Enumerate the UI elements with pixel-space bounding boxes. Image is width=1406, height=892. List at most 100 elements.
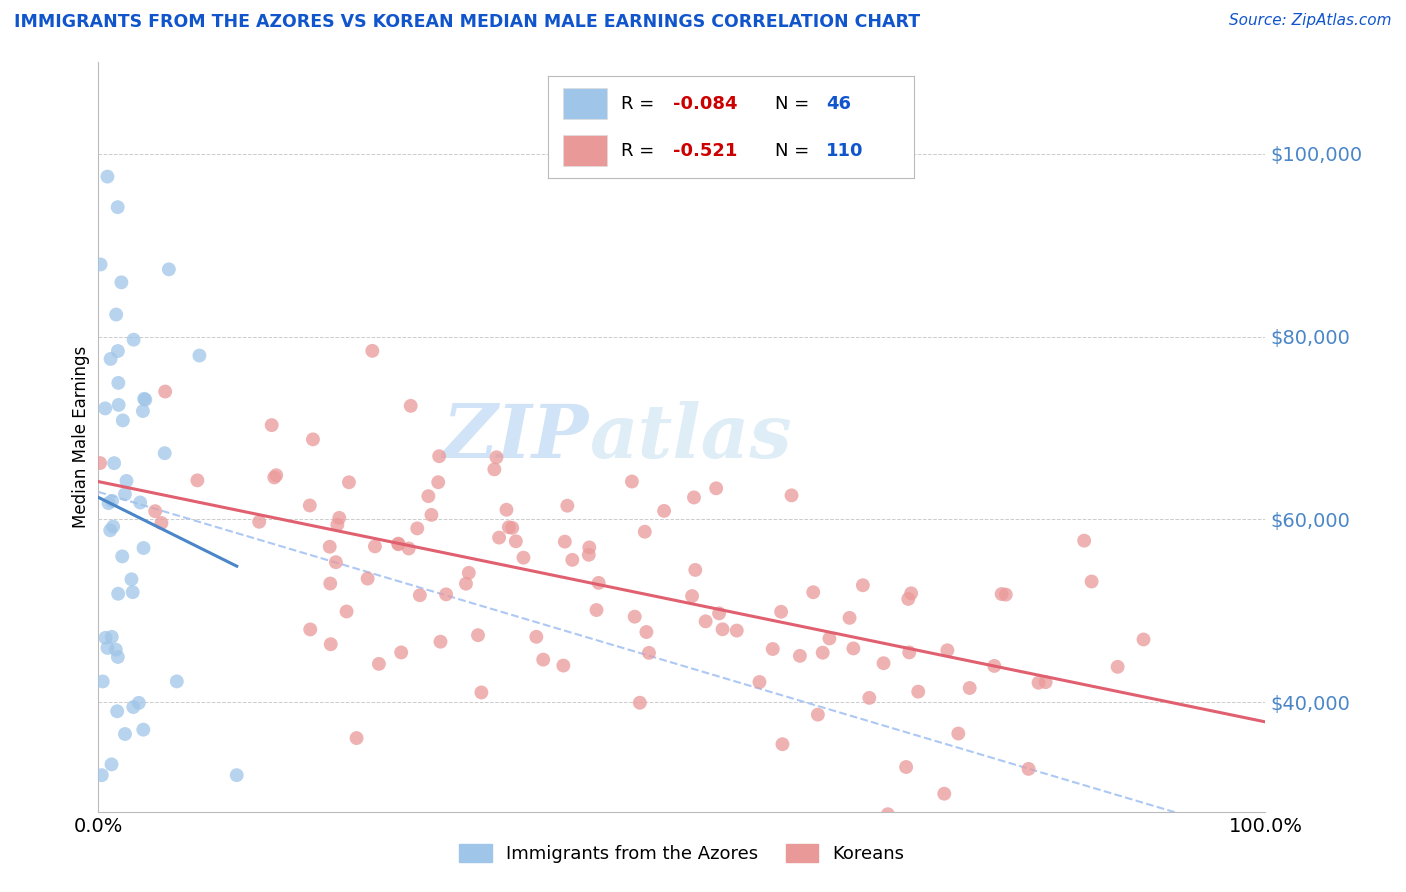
Point: [578, 548, 600, 562]
Point: [298, 499, 321, 513]
Point: [470, 685, 492, 699]
Point: [876, 807, 898, 822]
Point: [707, 607, 730, 621]
Point: [110, 276, 132, 290]
Point: [983, 659, 1005, 673]
Point: [132, 541, 155, 555]
Point: [387, 537, 409, 551]
Text: N =: N =: [775, 142, 815, 160]
Point: [367, 657, 389, 671]
Point: [319, 576, 342, 591]
Point: [319, 540, 342, 554]
Point: [842, 641, 865, 656]
Point: [838, 611, 860, 625]
Point: [153, 384, 176, 399]
Point: [434, 587, 457, 601]
Point: [111, 413, 134, 427]
Point: [454, 576, 477, 591]
Point: [467, 628, 489, 642]
Point: [398, 541, 420, 556]
Point: [1035, 675, 1057, 690]
Point: [685, 563, 707, 577]
Point: [107, 587, 129, 601]
Point: [98, 523, 121, 537]
Point: [247, 515, 270, 529]
Point: [361, 343, 384, 358]
Point: [134, 392, 156, 406]
Point: [858, 690, 880, 705]
Point: [585, 603, 607, 617]
Point: [337, 475, 360, 490]
Point: [114, 487, 136, 501]
Point: [770, 737, 793, 751]
Point: [90, 257, 112, 271]
Point: [498, 520, 520, 534]
Point: [225, 768, 247, 782]
Point: [150, 516, 173, 530]
Point: [1080, 574, 1102, 589]
Point: [299, 623, 322, 637]
Point: [554, 534, 576, 549]
Point: [495, 502, 517, 516]
Point: [429, 634, 451, 648]
Point: [811, 646, 834, 660]
Point: [97, 496, 120, 510]
Point: [620, 475, 643, 489]
Point: [780, 488, 803, 502]
Point: [356, 572, 378, 586]
Point: [100, 351, 122, 366]
Point: [748, 675, 770, 690]
Point: [103, 456, 125, 470]
Point: [101, 493, 124, 508]
Point: [628, 696, 651, 710]
Point: [387, 536, 409, 550]
Point: [406, 521, 429, 535]
Point: [1073, 533, 1095, 548]
Point: [107, 376, 129, 390]
Point: [101, 630, 124, 644]
Point: [561, 553, 583, 567]
Point: [107, 344, 129, 359]
Point: [105, 308, 128, 322]
Point: [104, 642, 127, 657]
Point: [512, 550, 534, 565]
Point: [894, 760, 917, 774]
Point: [488, 531, 510, 545]
Text: -0.084: -0.084: [672, 95, 737, 112]
Point: [409, 588, 432, 602]
Point: [121, 572, 143, 586]
Point: [420, 508, 443, 522]
Point: [1028, 675, 1050, 690]
Point: [485, 450, 508, 465]
Point: [91, 674, 114, 689]
Point: [725, 624, 748, 638]
Point: [89, 456, 111, 470]
Point: [90, 768, 112, 782]
Text: R =: R =: [621, 95, 661, 112]
Y-axis label: Median Male Earnings: Median Male Earnings: [72, 346, 90, 528]
Point: [302, 433, 325, 447]
Point: [789, 648, 811, 663]
Point: [100, 757, 122, 772]
Text: IMMIGRANTS FROM THE AZORES VS KOREAN MEDIAN MALE EARNINGS CORRELATION CHART: IMMIGRANTS FROM THE AZORES VS KOREAN MED…: [14, 13, 920, 31]
Point: [132, 723, 155, 737]
Point: [872, 657, 894, 671]
Text: N =: N =: [775, 95, 815, 112]
Point: [524, 630, 547, 644]
Point: [94, 631, 117, 645]
Point: [107, 200, 129, 214]
Point: [319, 637, 342, 651]
Point: [1018, 762, 1040, 776]
Text: R =: R =: [621, 142, 661, 160]
Point: [557, 499, 579, 513]
Point: [188, 349, 211, 363]
Point: [695, 615, 717, 629]
Point: [634, 524, 657, 539]
Point: [115, 474, 138, 488]
Point: [121, 585, 143, 599]
Point: [578, 541, 600, 555]
Point: [807, 707, 830, 722]
Point: [711, 622, 734, 636]
FancyBboxPatch shape: [562, 136, 607, 166]
Point: [852, 578, 875, 592]
